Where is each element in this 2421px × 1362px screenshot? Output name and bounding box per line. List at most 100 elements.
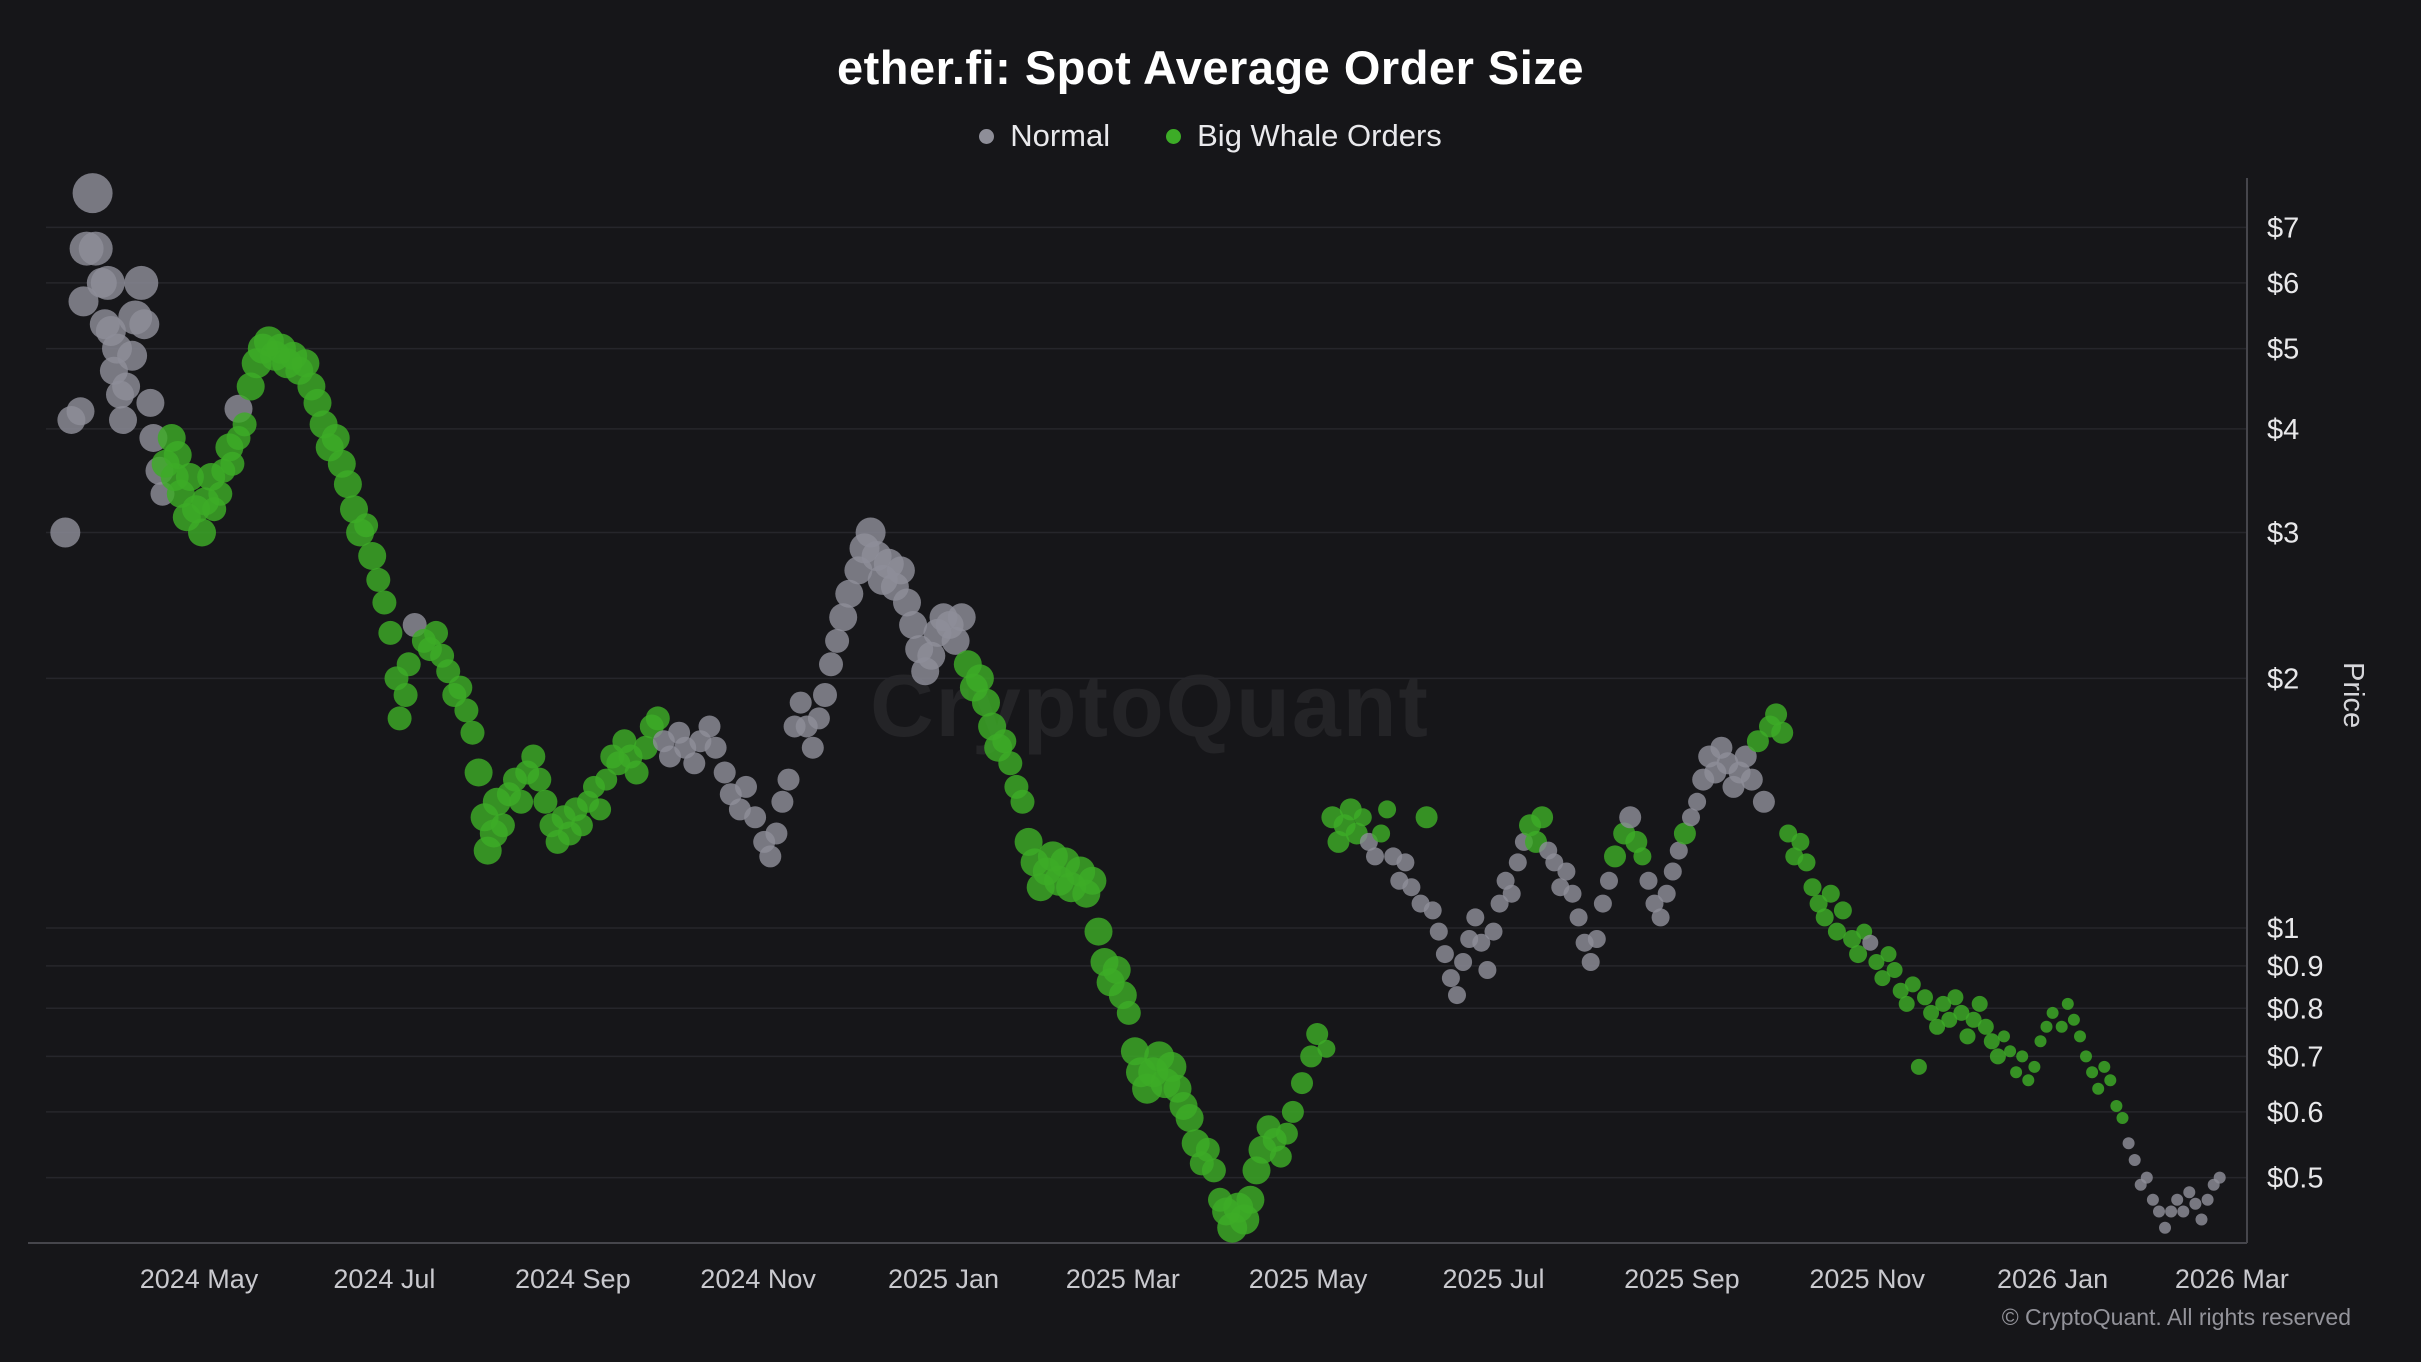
bubble-whale xyxy=(1531,806,1554,829)
bubble-whale xyxy=(570,814,593,837)
bubble-normal xyxy=(1441,969,1460,988)
bubble-normal xyxy=(2159,1221,2171,1234)
bubble-normal xyxy=(1682,808,1700,827)
bubble-normal xyxy=(78,231,113,266)
bubble-whale xyxy=(1917,989,1933,1006)
bubble-normal xyxy=(50,517,81,548)
bubble-whale xyxy=(1923,1004,1940,1021)
x-tick-label: 2024 Sep xyxy=(515,1264,631,1294)
bubble-whale xyxy=(1300,1045,1323,1068)
bubble-whale xyxy=(175,463,204,491)
whale-series-dot-icon xyxy=(1166,128,1182,144)
bubble-normal xyxy=(117,340,148,371)
bubble-whale xyxy=(291,349,320,378)
bubble-normal xyxy=(759,845,782,868)
bubble-normal xyxy=(713,761,736,784)
bubble-whale xyxy=(1843,930,1862,948)
bubble-whale xyxy=(1849,945,1868,964)
bubble-whale xyxy=(992,729,1017,754)
bubble-whale xyxy=(454,698,479,723)
bubble-normal xyxy=(819,652,843,677)
bubble-whale xyxy=(1929,1018,1946,1035)
page-title: ether.fi: Spot Average Order Size xyxy=(837,41,1584,94)
bubble-normal xyxy=(1740,768,1763,791)
bubble-normal xyxy=(825,628,850,653)
bubble-whale xyxy=(1797,853,1816,872)
bubble-whale xyxy=(1886,962,1903,978)
bubble-normal xyxy=(129,309,160,340)
x-tick-label: 2024 Jul xyxy=(333,1264,435,1294)
bubble-whale xyxy=(188,518,216,547)
bubble-whale xyxy=(1078,866,1107,895)
bubble-whale xyxy=(163,441,192,469)
bubble-whale xyxy=(1977,1018,1994,1035)
bubble-whale xyxy=(387,706,412,731)
bubble-normal xyxy=(1569,908,1588,927)
bubble-whale xyxy=(527,767,552,792)
bubble-whale xyxy=(448,675,473,700)
bubble-normal xyxy=(1581,953,1600,971)
bubble-normal xyxy=(136,388,165,417)
bubble-whale xyxy=(1604,845,1626,868)
bubble-normal xyxy=(698,715,721,738)
bubble-whale xyxy=(2010,1066,2023,1079)
legend-label-big-whale-orders: Big Whale Orders xyxy=(1197,118,1442,153)
bubble-whale xyxy=(464,758,493,787)
legend-label-normal: Normal xyxy=(1010,118,1111,153)
bubble-normal xyxy=(1490,894,1509,913)
bubble-whale xyxy=(1306,1023,1329,1045)
y-tick-label: $1 xyxy=(2267,913,2299,945)
bubble-whale xyxy=(1989,1048,2006,1065)
bubble-whale xyxy=(2055,1020,2068,1033)
bubble-whale xyxy=(589,798,612,821)
bubble-normal xyxy=(1423,901,1442,920)
y-tick-label: $2 xyxy=(2267,663,2299,695)
bubble-normal xyxy=(886,556,915,585)
bubble-whale xyxy=(372,590,397,615)
bubble-normal xyxy=(2146,1193,2159,1206)
bubble-whale xyxy=(1236,1185,1265,1214)
bubble-normal xyxy=(2195,1213,2208,1226)
bubble-normal xyxy=(124,265,159,300)
legend: Normal Big Whale Orders xyxy=(0,118,2421,154)
bubble-whale xyxy=(2034,1035,2047,1048)
legend-item-normal[interactable]: Normal xyxy=(979,118,1110,154)
bubble-whale xyxy=(1827,922,1846,941)
bubble-whale xyxy=(1372,824,1391,843)
bubble-normal xyxy=(1752,790,1775,813)
bubble-whale xyxy=(1971,995,1988,1012)
x-tick-label: 2025 Nov xyxy=(1809,1264,1925,1294)
bubble-whale xyxy=(1947,989,1964,1006)
bubble-whale xyxy=(393,683,418,707)
bubble-whale xyxy=(424,620,448,645)
bubble-normal xyxy=(1366,847,1384,866)
bubble-normal xyxy=(1478,961,1497,979)
bubble-normal xyxy=(2189,1197,2202,1210)
bubble-whale xyxy=(358,542,387,570)
bubble-whale xyxy=(1898,995,1915,1012)
bubble-normal xyxy=(2165,1205,2178,1218)
bubble-whale xyxy=(2116,1112,2129,1124)
bubble-whale xyxy=(1983,1033,2000,1050)
bubble-normal xyxy=(2128,1154,2141,1166)
bubble-whale xyxy=(1941,1011,1958,1028)
bubble-normal xyxy=(1651,908,1670,927)
bubble-normal xyxy=(1508,853,1527,872)
bubble-whale xyxy=(1953,1004,1970,1021)
bubble-whale xyxy=(2110,1100,2123,1112)
bubble-whale xyxy=(1353,808,1372,827)
bubble-normal xyxy=(855,517,886,548)
bubble-whale xyxy=(965,664,994,693)
bubble-normal xyxy=(2140,1171,2153,1184)
bubble-whale xyxy=(1673,822,1696,845)
bubble-normal xyxy=(801,736,824,759)
legend-item-big-whale-orders[interactable]: Big Whale Orders xyxy=(1166,118,1442,154)
bubble-whale xyxy=(1874,970,1891,987)
bubble-whale xyxy=(2080,1050,2092,1063)
normal-series-dot-icon xyxy=(979,128,995,144)
bubble-whale xyxy=(490,813,515,838)
y-tick-label: $7 xyxy=(2267,212,2299,244)
bubble-whale xyxy=(1378,800,1397,819)
